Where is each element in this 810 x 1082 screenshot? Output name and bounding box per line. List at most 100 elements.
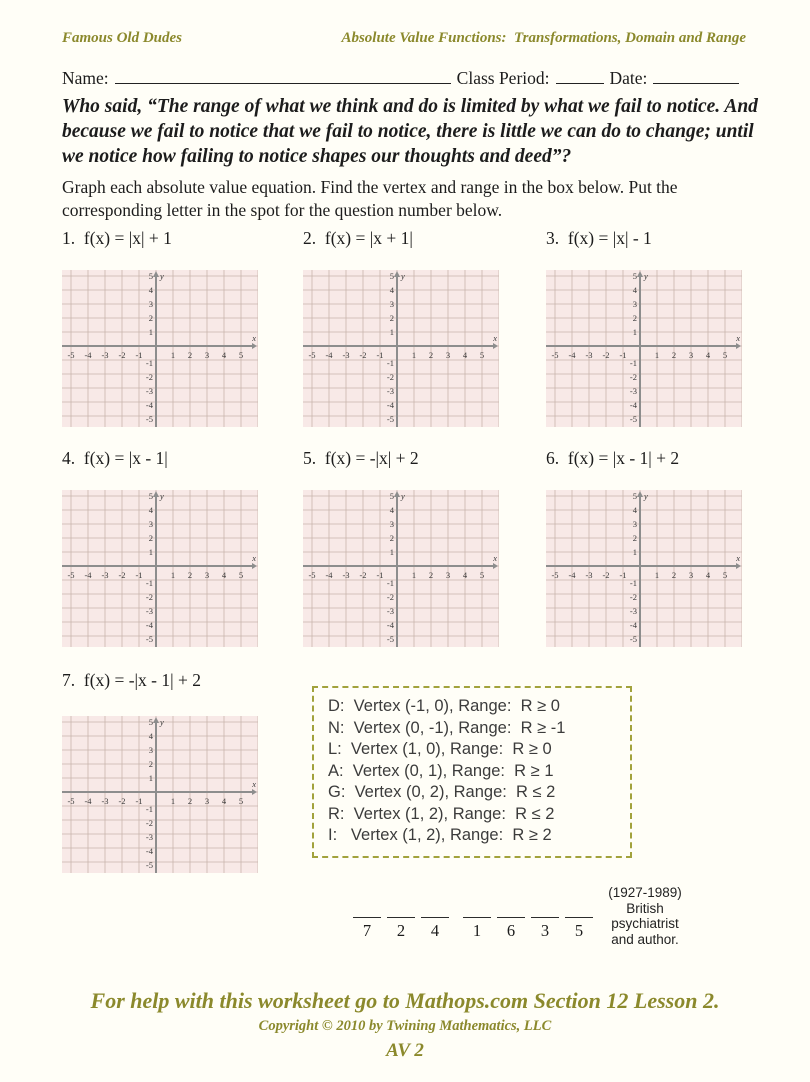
svg-text:2: 2	[672, 350, 676, 360]
svg-text:-4: -4	[325, 570, 333, 580]
problem-6-number: 6.	[546, 448, 560, 468]
svg-text:-1: -1	[387, 358, 394, 368]
svg-text:-3: -3	[101, 796, 108, 806]
svg-text:y: y	[159, 717, 164, 727]
svg-text:2: 2	[149, 533, 153, 543]
svg-text:5: 5	[149, 717, 153, 727]
answer-blank: 3	[531, 917, 559, 941]
svg-text:3: 3	[390, 299, 394, 309]
svg-text:5: 5	[239, 570, 243, 580]
svg-text:4: 4	[390, 505, 395, 515]
answer-blank: 5	[565, 917, 593, 941]
answer-key-line: D: Vertex (-1, 0), Range: R ≥ 0	[328, 697, 560, 715]
svg-text:3: 3	[633, 519, 637, 529]
svg-text:-4: -4	[146, 620, 154, 630]
svg-text:2: 2	[429, 350, 433, 360]
problem-4: 4. f(x) = |x - 1| -5 -4 -3 -2 -1 1 2 3 4 5 -5 -4 -3-…	[62, 448, 262, 647]
svg-text:-1: -1	[146, 358, 153, 368]
class-period-label: Class Period:	[456, 68, 550, 89]
svg-text:1: 1	[633, 327, 637, 337]
svg-text:x: x	[251, 779, 256, 789]
answer-key-line: I: Vertex (1, 2), Range: R ≥ 2	[328, 826, 552, 844]
svg-text:-3: -3	[146, 606, 153, 616]
svg-text:y: y	[159, 271, 164, 281]
svg-text:-3: -3	[101, 570, 108, 580]
svg-text:5: 5	[633, 271, 637, 281]
svg-text:-3: -3	[387, 606, 394, 616]
svg-text:5: 5	[239, 796, 243, 806]
answer-blank: 6	[497, 917, 525, 941]
svg-text:3: 3	[205, 350, 209, 360]
svg-text:5: 5	[723, 350, 727, 360]
svg-text:-1: -1	[376, 570, 383, 580]
problem-7-equation: 7. f(x) = -|x - 1| + 2	[62, 670, 202, 690]
svg-text:-2: -2	[630, 372, 637, 382]
problem-4-number: 4.	[62, 448, 76, 468]
svg-text:-4: -4	[387, 400, 395, 410]
answer-key-line: G: Vertex (0, 2), Range: R ≤ 2	[328, 783, 556, 801]
author-note: (1927-1989) British psychiatrist and aut…	[608, 885, 682, 947]
problem-1: 1. f(x) = |x| + 1 -5 -4 -3 -2 -1 1 2 3 4 5 -5 -4 -3-…	[62, 228, 262, 427]
svg-text:-1: -1	[135, 350, 142, 360]
svg-text:4: 4	[222, 796, 227, 806]
svg-text:4: 4	[149, 285, 154, 295]
svg-text:4: 4	[463, 350, 468, 360]
answer-key-line: A: Vertex (0, 1), Range: R ≥ 1	[328, 761, 554, 780]
svg-text:1: 1	[171, 796, 175, 806]
svg-text:4: 4	[706, 350, 711, 360]
svg-text:-5: -5	[551, 350, 558, 360]
answer-key-line: L: Vertex (1, 0), Range: R ≥ 0	[328, 740, 552, 758]
class-period-blank	[555, 66, 604, 85]
svg-text:-3: -3	[146, 386, 153, 396]
svg-text:4: 4	[149, 505, 154, 515]
svg-text:x: x	[492, 333, 497, 343]
problem-6: 6. f(x) = |x - 1| + 2 -5 -4 -3 -2 -1 1 2 3 4 5 -5-…	[546, 448, 746, 647]
svg-text:2: 2	[188, 796, 192, 806]
svg-text:2: 2	[633, 313, 637, 323]
svg-text:-2: -2	[118, 570, 125, 580]
svg-text:-4: -4	[568, 570, 576, 580]
svg-text:-4: -4	[630, 620, 638, 630]
answer-blank: 7	[353, 917, 381, 941]
svg-text:-4: -4	[146, 400, 154, 410]
svg-text:3: 3	[149, 299, 153, 309]
name-row: Name: Class Period: Date:	[62, 66, 748, 89]
answer-blanks-row: 7 2 4 1 6 3 5	[353, 917, 599, 941]
answer-key-line: N: Vertex (0, -1), Range: R ≥ -1	[328, 718, 566, 737]
svg-text:y: y	[159, 491, 164, 501]
problem-2-equation: 2. f(x) = |x + 1|	[303, 228, 413, 248]
svg-text:1: 1	[171, 350, 175, 360]
problem-5-number: 5.	[303, 448, 317, 468]
svg-text:3: 3	[205, 570, 209, 580]
svg-text:4: 4	[633, 505, 638, 515]
svg-text:1: 1	[655, 350, 659, 360]
svg-text:3: 3	[390, 519, 394, 529]
svg-text:2: 2	[149, 313, 153, 323]
svg-text:x: x	[251, 553, 256, 563]
svg-text:-5: -5	[67, 350, 74, 360]
svg-text:2: 2	[188, 350, 192, 360]
svg-text:-1: -1	[146, 804, 153, 814]
problem-1-number: 1.	[62, 228, 76, 248]
svg-text:-5: -5	[630, 414, 637, 424]
svg-text:4: 4	[463, 570, 468, 580]
svg-text:3: 3	[633, 299, 637, 309]
svg-text:-1: -1	[135, 796, 142, 806]
svg-text:-5: -5	[308, 570, 315, 580]
date-label: Date:	[609, 68, 648, 89]
svg-text:5: 5	[723, 570, 727, 580]
svg-text:-5: -5	[146, 414, 153, 424]
name-blank	[114, 66, 451, 85]
svg-text:-3: -3	[585, 350, 592, 360]
svg-text:-5: -5	[630, 634, 637, 644]
svg-text:-3: -3	[342, 350, 349, 360]
svg-text:-1: -1	[135, 570, 142, 580]
problem-3: 3. f(x) = |x| - 1 -5 -4 -3 -2 -1 1 2 3 4 5 -5 -4 -3-…	[546, 228, 746, 427]
svg-text:1: 1	[412, 570, 416, 580]
svg-text:-2: -2	[630, 592, 637, 602]
svg-text:2: 2	[149, 759, 153, 769]
